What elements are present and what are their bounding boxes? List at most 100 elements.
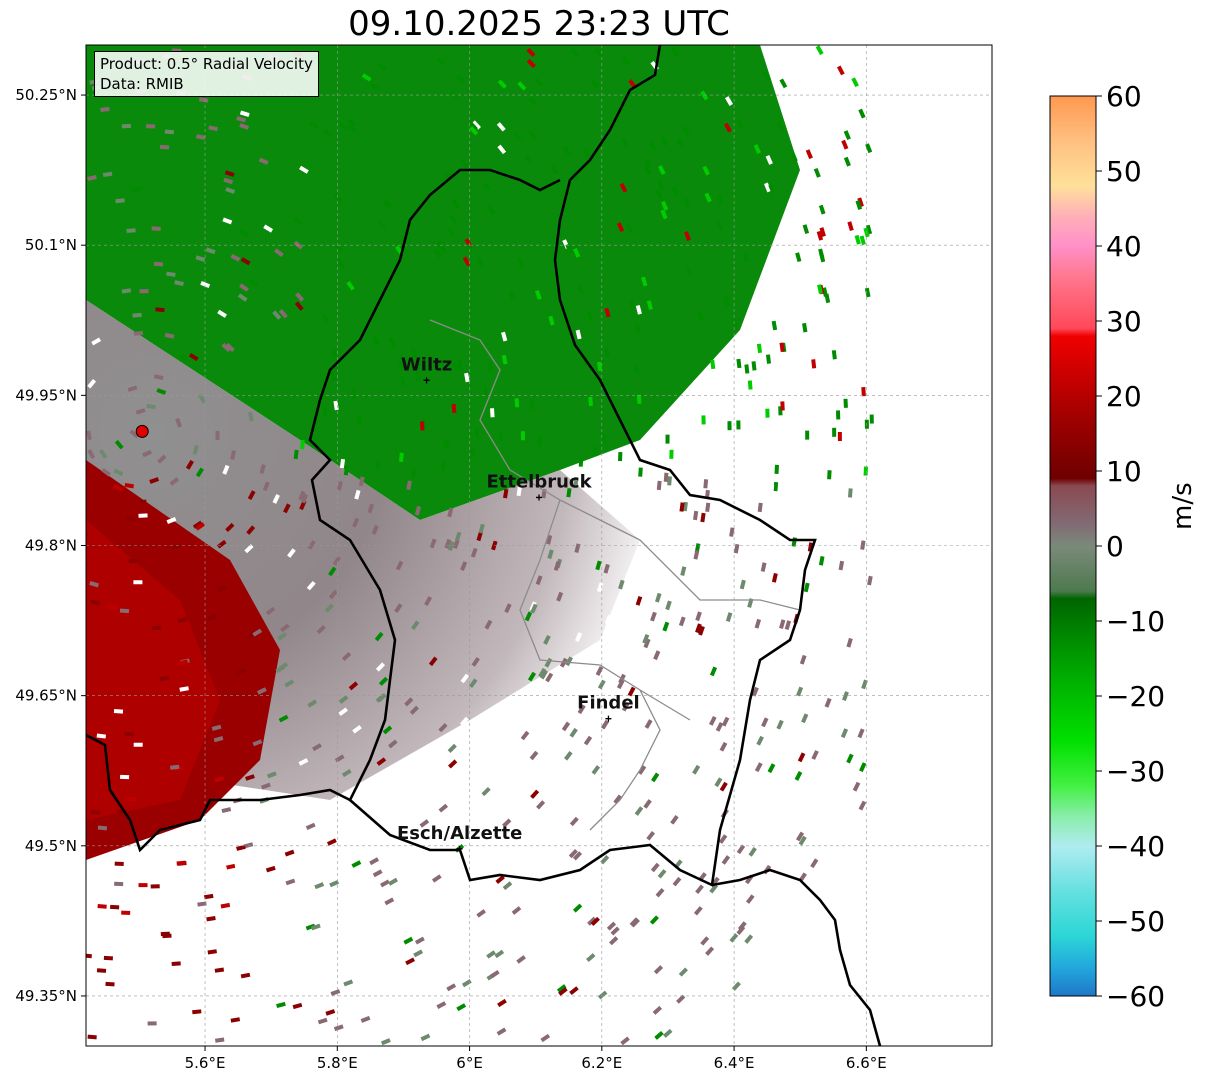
radar-bin: [166, 517, 177, 524]
radar-bin: [716, 194, 724, 205]
radar-bin: [174, 280, 184, 286]
radar-bin: [731, 318, 738, 329]
radar-bin: [436, 57, 446, 67]
radar-bin: [213, 736, 224, 743]
radar-bin: [705, 946, 715, 956]
radar-bin: [695, 884, 704, 894]
radar-bin: [776, 719, 784, 730]
radar-bin: [468, 121, 478, 131]
radar-bin: [377, 220, 387, 230]
radar-bin: [854, 287, 861, 298]
radar-bin: [650, 512, 657, 523]
radar-bin: [604, 307, 611, 318]
radar-bin: [489, 970, 500, 979]
radar-bin: [293, 449, 299, 460]
radar-bin: [831, 350, 837, 360]
radar-bin: [627, 686, 636, 697]
radar-bin: [338, 707, 348, 717]
radar-bin: [179, 686, 189, 692]
radar-bin: [314, 882, 325, 890]
radar-bin: [765, 408, 770, 418]
radar-bin: [671, 186, 679, 197]
radar-bin: [287, 548, 296, 558]
radar-bin: [665, 434, 670, 444]
radar-bin: [380, 1038, 391, 1046]
radar-bin: [500, 1034, 511, 1044]
radar-bin: [516, 257, 525, 268]
radar-bin: [638, 467, 643, 477]
radar-bin: [414, 372, 421, 382]
internal-boundary-line: [429, 319, 801, 831]
radar-bin: [444, 538, 452, 549]
radar-bin: [592, 446, 598, 456]
radar-bin: [371, 524, 379, 535]
radar-bin: [636, 394, 642, 404]
radar-bin: [388, 337, 396, 348]
radar-bin: [785, 230, 793, 241]
radar-bin: [346, 118, 357, 127]
radar-bin: [388, 739, 398, 749]
radar-bin: [497, 998, 507, 1008]
y-tick-label: 50.25°N: [15, 86, 77, 104]
radar-bin: [695, 623, 702, 634]
radar-bin: [643, 158, 652, 169]
radar-bin: [679, 502, 685, 512]
radar-bin: [351, 860, 362, 868]
radar-bin: [729, 933, 739, 943]
radar-bin: [414, 505, 422, 516]
radar-bin: [239, 110, 250, 117]
radar-bin: [330, 989, 341, 996]
radar-bin: [798, 835, 807, 846]
radar-bin: [352, 725, 362, 734]
radar-bin: [452, 539, 460, 549]
radar-bin: [471, 120, 481, 130]
radar-bin: [628, 299, 636, 310]
radar-bin: [569, 816, 579, 827]
radar-bin: [409, 705, 419, 715]
radar-bin: [859, 235, 866, 246]
radar-bin: [262, 481, 270, 492]
radar-bin: [248, 278, 259, 287]
radar-bin: [824, 421, 829, 431]
radar-bin: [333, 1024, 344, 1032]
radar-bin: [133, 580, 143, 585]
radar-bin: [438, 803, 449, 813]
radar-bin: [317, 1017, 328, 1025]
radar-bin: [606, 921, 617, 931]
radar-bin: [452, 361, 459, 371]
radar-bin: [756, 343, 763, 354]
radar-bin: [596, 582, 604, 593]
radar-bin: [196, 134, 206, 140]
radar-bin: [709, 883, 718, 894]
radar-bin: [779, 619, 786, 630]
radar-bin: [575, 329, 582, 340]
radar-bin: [352, 517, 360, 528]
radar-bin: [736, 119, 745, 130]
city-labels: Wiltz Ettelbruck Findel Esch/Alzette: [397, 354, 640, 852]
radar-bin: [217, 866, 228, 872]
radar-bin: [394, 603, 403, 613]
radar-bin: [840, 728, 849, 739]
radar-bin: [243, 842, 254, 849]
radar-bin: [642, 634, 650, 644]
radar-bin: [207, 614, 218, 622]
radar-bin: [819, 227, 826, 237]
radar-bin: [138, 883, 148, 888]
radar-bin: [779, 78, 788, 89]
radar-bin: [669, 449, 674, 459]
radar-bin: [676, 138, 685, 148]
radar-bin: [618, 452, 623, 462]
radar-bin: [170, 764, 180, 770]
radar-bin: [285, 878, 296, 886]
radar-bin: [120, 774, 130, 780]
radar-bin: [520, 431, 525, 441]
radar-bin: [662, 621, 670, 632]
radar-bin: [433, 248, 443, 259]
radar-bin: [176, 860, 186, 866]
radar-bin: [246, 525, 256, 535]
radar-bin: [377, 62, 388, 72]
radar-bin: [813, 167, 821, 178]
radar-bin: [369, 82, 380, 91]
radar-bin: [444, 439, 449, 449]
radar-bin: [777, 606, 784, 617]
